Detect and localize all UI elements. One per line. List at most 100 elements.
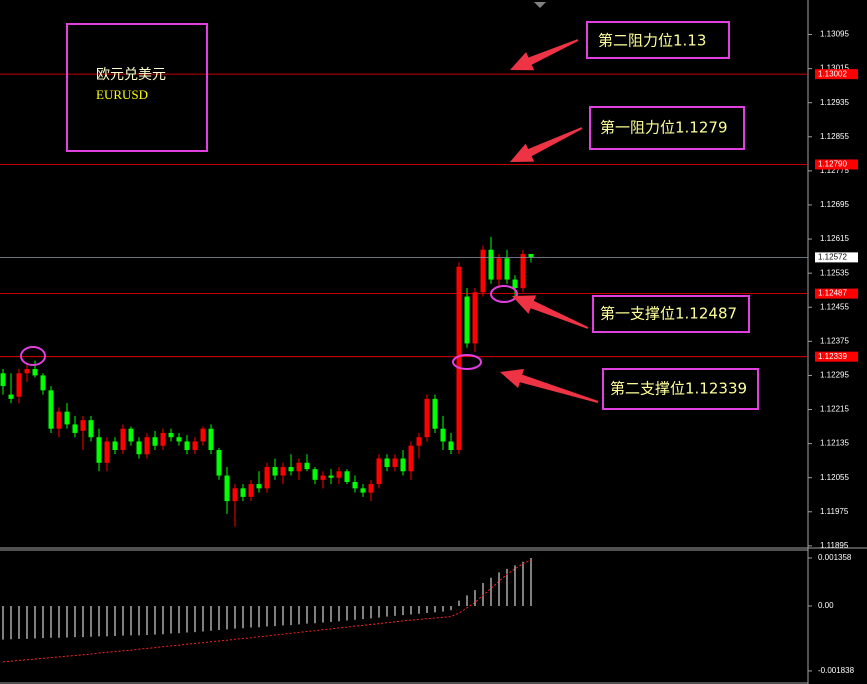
chart-subtitle: EURUSD: [96, 87, 148, 102]
candle-body: [224, 475, 230, 502]
annotation-box: [592, 295, 750, 333]
candle-body: [312, 469, 318, 480]
level-label: 1.13002: [818, 69, 847, 78]
candle-body: [0, 373, 6, 387]
candle-body: [480, 249, 486, 293]
y-tick-label: 1.12855: [820, 132, 849, 141]
candle-body: [96, 437, 102, 463]
candle-body: [256, 484, 262, 489]
last-price-box: [815, 252, 858, 263]
annotation: 第一支撑位1.12487: [600, 305, 737, 323]
candle-body: [48, 390, 54, 429]
candle-body: [344, 471, 350, 482]
candle-body: [200, 428, 206, 442]
y-tick-label: 1.11895: [820, 541, 849, 550]
candle-body: [384, 458, 390, 468]
level-label: 1.12487: [818, 289, 847, 298]
y-tick-label: 1.12135: [820, 439, 849, 448]
annotation-arrow: [510, 39, 579, 71]
last-price-label: 1.12572: [818, 252, 847, 261]
candle-body: [56, 411, 62, 429]
y-tick-label: 1.12535: [820, 268, 849, 277]
y-tick-label: 1.12695: [820, 200, 849, 209]
candle-body: [64, 411, 70, 425]
y-tick-label: 1.12615: [820, 234, 849, 243]
candle-body: [280, 467, 286, 476]
y-tick-label: 1.13015: [820, 64, 849, 73]
y-tick-label: 1.13095: [820, 30, 849, 39]
y-tick-label: 1.12375: [820, 336, 849, 345]
candle-body: [80, 420, 86, 431]
y-tick-label: 0.001358: [818, 553, 852, 562]
candle-body: [336, 471, 342, 478]
level-label-box: [815, 69, 858, 80]
highlight-ellipse: [452, 354, 482, 370]
candle-body: [232, 488, 238, 502]
candle-body: [472, 292, 478, 344]
candle-body: [216, 449, 222, 476]
annotation: 第一阻力位1.1279: [600, 119, 728, 137]
candle-body: [208, 428, 214, 450]
y-tick-label: 1.12455: [820, 302, 849, 311]
y-tick-label: 1.12935: [820, 98, 849, 107]
candle-body: [264, 467, 270, 489]
candle-body: [136, 441, 142, 455]
candle-body: [8, 394, 14, 399]
candle-body: [432, 398, 438, 429]
candle-body: [184, 441, 190, 450]
candle-body: [32, 369, 38, 376]
candle-body: [528, 253, 534, 258]
highlight-ellipse: [20, 346, 46, 366]
y-tick-label: 0.00: [818, 601, 834, 610]
level-label-box: [815, 159, 858, 170]
candle-body: [16, 373, 22, 397]
candle-body: [144, 437, 150, 455]
y-tick-label: 1.12295: [820, 371, 849, 380]
candle-body: [40, 375, 46, 391]
annotation-box: [589, 106, 745, 150]
candle-body: [192, 441, 198, 450]
annotation-arrow: [510, 127, 583, 162]
candle-body: [112, 441, 118, 450]
candle-body: [272, 467, 278, 476]
signal-line: [2, 559, 532, 663]
candle-body: [440, 428, 446, 442]
candle-body: [104, 441, 110, 463]
annotation: 第二阻力位1.13: [598, 32, 706, 50]
candle-body: [88, 420, 94, 438]
candle-body: [368, 484, 374, 493]
annotation: 第二支撑位1.12339: [610, 380, 747, 398]
candle-body: [128, 428, 134, 442]
candle-body: [456, 266, 462, 450]
candle-body: [168, 432, 174, 438]
candle-body: [376, 458, 382, 485]
highlight-ellipse: [490, 285, 518, 303]
y-tick-label: 1.12055: [820, 473, 849, 482]
candle-body: [520, 253, 526, 289]
candle-body: [408, 445, 414, 472]
level-label-box: [815, 288, 858, 299]
shift-marker: [534, 2, 546, 8]
annotation-arrow: [512, 295, 589, 329]
candle-body: [496, 258, 502, 280]
y-tick-label: -0.001838: [818, 666, 855, 675]
annotation-box: [586, 21, 730, 59]
candle-body: [176, 437, 182, 442]
y-tick-label: 1.12215: [820, 405, 849, 414]
candle-body: [240, 488, 246, 497]
candle-body: [248, 484, 254, 497]
candle-body: [320, 475, 326, 480]
candle-body: [72, 424, 78, 433]
y-tick-label: 1.12775: [820, 166, 849, 175]
title-box: [66, 23, 208, 152]
level-label: 1.12339: [818, 352, 847, 361]
chart-title: 欧元兑美元: [96, 67, 166, 83]
candle-body: [464, 296, 470, 344]
candle-body: [304, 462, 310, 470]
candle-body: [120, 428, 126, 450]
candle-body: [416, 437, 422, 446]
y-tick-label: 1.11975: [820, 507, 849, 516]
